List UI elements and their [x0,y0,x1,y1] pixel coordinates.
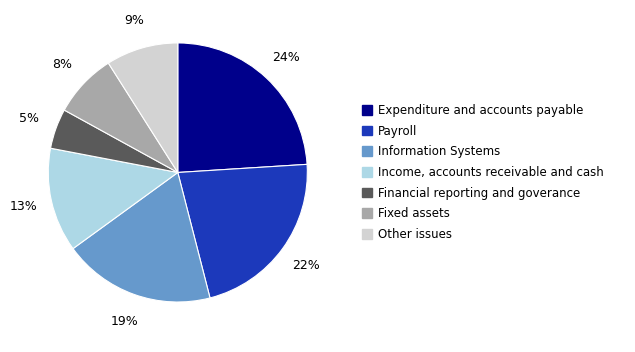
Wedge shape [51,110,178,172]
Text: 13%: 13% [10,200,37,213]
Text: 5%: 5% [19,112,39,125]
Wedge shape [64,63,178,172]
Text: 9%: 9% [124,14,144,27]
Text: 19%: 19% [110,315,138,328]
Legend: Expenditure and accounts payable, Payroll, Information Systems, Income, accounts: Expenditure and accounts payable, Payrol… [362,104,604,241]
Text: 24%: 24% [272,51,300,64]
Text: 8%: 8% [53,58,72,71]
Wedge shape [178,43,307,172]
Wedge shape [109,43,178,172]
Text: 22%: 22% [291,259,319,272]
Wedge shape [73,172,210,302]
Wedge shape [178,164,307,298]
Wedge shape [48,148,178,249]
